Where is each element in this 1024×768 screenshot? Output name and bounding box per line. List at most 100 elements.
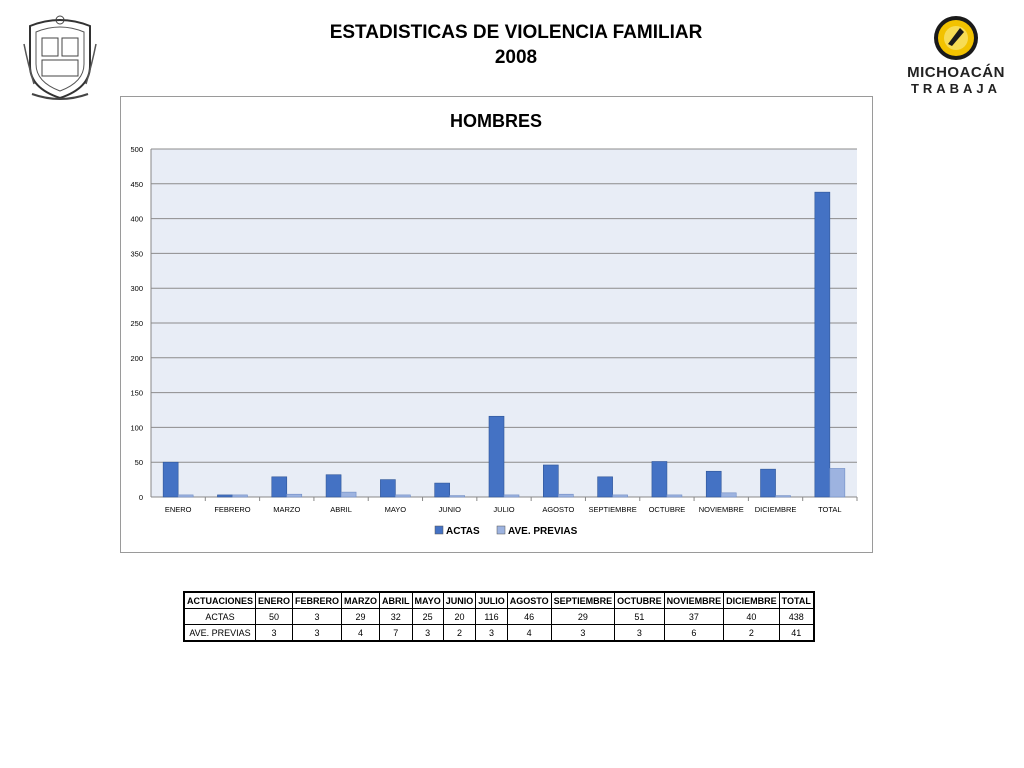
bar-actas xyxy=(814,191,831,498)
x-tick-label: AGOSTO xyxy=(542,505,574,514)
bar-actas xyxy=(651,461,668,498)
bar-actas xyxy=(543,464,559,498)
table-cell: 20 xyxy=(442,608,477,625)
table-cell: 116 xyxy=(475,608,508,625)
table-header-cell: DICIEMBRE xyxy=(723,591,780,609)
bar-actas xyxy=(705,470,722,498)
x-tick-label: SEPTIEMBRE xyxy=(588,505,636,514)
table-cell: AVE. PREVIAS xyxy=(183,624,257,642)
table-cell: 4 xyxy=(341,624,381,642)
table-cell: 7 xyxy=(379,624,413,642)
table-cell: 3 xyxy=(411,624,444,642)
bar-actas xyxy=(434,482,450,498)
bar-ave-previas xyxy=(612,494,628,498)
table-cell: 3 xyxy=(614,624,665,642)
x-tick-label: MAYO xyxy=(385,505,407,514)
legend-swatch xyxy=(496,525,506,535)
table-header-cell: ENERO xyxy=(255,591,294,609)
chart-container: HOMBRES 0 50 100 150 200 250 300 350 400 450 500 ENE… xyxy=(120,96,873,553)
bar-ave-previas xyxy=(775,495,791,498)
table-header-cell: JULIO xyxy=(475,591,508,609)
x-tick-label: TOTAL xyxy=(818,505,841,514)
table-cell: 3 xyxy=(255,624,294,642)
table-header-cell: OCTUBRE xyxy=(614,591,665,609)
brand-line-2: TRABAJA xyxy=(910,81,1002,96)
table-cell: 29 xyxy=(341,608,381,625)
y-tick-label: 350 xyxy=(130,249,143,258)
bar-ave-previas xyxy=(503,494,520,498)
x-tick-label: MARZO xyxy=(273,505,300,514)
bar-actas xyxy=(488,415,505,498)
bar-actas xyxy=(380,479,396,498)
table-header-cell: NOVIEMBRE xyxy=(663,591,725,609)
bar-actas xyxy=(325,474,342,498)
page-title-text: ESTADISTICAS DE VIOLENCIA FAMILIAR xyxy=(329,22,703,43)
table-cell: 6 xyxy=(663,624,725,642)
data-table: ACTUACIONES ENERO FEBRERO MARZO ABRIL MAYO JUN… xyxy=(183,591,815,642)
table-cell: 438 xyxy=(778,608,815,625)
table-cell: 51 xyxy=(614,608,665,625)
x-tick-label: JULIO xyxy=(493,505,514,514)
page-title-year: 2008 xyxy=(494,47,538,68)
bar-chart: HOMBRES 0 50 100 150 200 250 300 350 400 450 500 ENE… xyxy=(130,111,858,537)
table-cell: 40 xyxy=(723,608,780,625)
table-header-cell: TOTAL xyxy=(778,591,815,609)
bar-ave-previas xyxy=(829,468,846,498)
bar-actas xyxy=(760,468,776,498)
x-tick-label: ENERO xyxy=(165,505,192,514)
table-cell: 3 xyxy=(292,608,343,625)
table-body: ACTAS 50 3 29 32 25 20 116 46 29 51 37 40 438 AVE. PRE… xyxy=(183,608,815,642)
table-cell: 3 xyxy=(292,624,343,642)
x-tick-label: JUNIO xyxy=(438,505,461,514)
table-cell: 50 xyxy=(255,608,294,625)
y-tick-label: 250 xyxy=(130,319,143,328)
table-header-cell: FEBRERO xyxy=(292,591,343,609)
table-cell: 41 xyxy=(778,624,815,642)
table-cell: 37 xyxy=(663,608,725,625)
page-title: ESTADISTICAS DE VIOLENCIA FAMILIAR 2008 xyxy=(300,20,732,70)
bar-ave-previas xyxy=(449,495,465,498)
y-tick-label: 0 xyxy=(139,493,143,502)
table-header-cell: MAYO xyxy=(411,591,444,609)
table-header-cell: AGOSTO xyxy=(506,591,552,609)
table-header-row: ACTUACIONES ENERO FEBRERO MARZO ABRIL MAYO JUN… xyxy=(183,591,815,609)
legend-label: AVE. PREVIAS xyxy=(508,526,578,537)
bar-ave-previas xyxy=(558,493,574,498)
y-tick-label: 50 xyxy=(135,458,143,467)
bar-ave-previas xyxy=(720,492,737,498)
y-tick-label: 150 xyxy=(130,389,143,398)
table-cell: 3 xyxy=(550,624,616,642)
legend-swatch xyxy=(434,525,444,535)
chart-title: HOMBRES xyxy=(450,111,542,131)
brand-line-1: MICHOACÁN xyxy=(907,64,1005,81)
table-header-cell: MARZO xyxy=(341,591,381,609)
bar-ave-previas xyxy=(395,494,411,498)
bar-ave-previas xyxy=(666,494,683,498)
x-tick-label: FEBRERO xyxy=(214,505,250,514)
table-cell: 3 xyxy=(475,624,508,642)
table-cell: 46 xyxy=(506,608,552,625)
table-row: AVE. PREVIAS 3 3 4 7 3 2 3 4 3 3 6 2 41 xyxy=(183,624,815,642)
bar-ave-previas xyxy=(232,494,248,498)
table-cell: 29 xyxy=(550,608,616,625)
bar-actas xyxy=(162,461,179,498)
y-tick-label: 450 xyxy=(130,180,143,189)
y-tick-label: 100 xyxy=(130,423,143,432)
table-header-cell: SEPTIEMBRE xyxy=(550,591,616,609)
legend-label: ACTAS xyxy=(446,526,480,537)
table-cell: 4 xyxy=(506,624,552,642)
x-tick-label: DICIEMBRE xyxy=(755,505,797,514)
table-cell: 2 xyxy=(723,624,780,642)
bar-actas xyxy=(271,476,288,498)
y-tick-label: 300 xyxy=(130,284,143,293)
bar-ave-previas xyxy=(177,494,194,498)
bar-actas xyxy=(597,476,613,498)
bar-ave-previas xyxy=(286,493,303,498)
x-tick-label: ABRIL xyxy=(330,505,352,514)
x-tick-label: NOVIEMBRE xyxy=(699,505,744,514)
bar-ave-previas xyxy=(340,491,357,498)
table-header-cell: JUNIO xyxy=(442,591,477,609)
coat-of-arms-logo xyxy=(23,15,97,100)
table-header-cell: ACTUACIONES xyxy=(183,591,257,609)
y-tick-label: 400 xyxy=(130,215,143,224)
